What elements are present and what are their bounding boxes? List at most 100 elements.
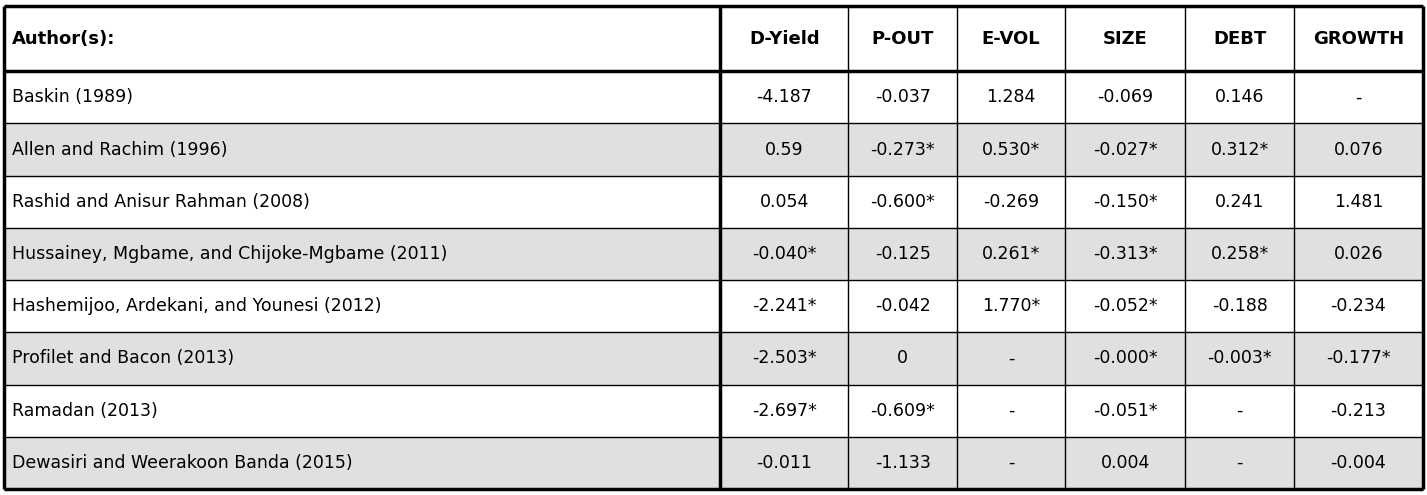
Text: -0.051*: -0.051*	[1093, 401, 1157, 420]
Text: -0.052*: -0.052*	[1093, 297, 1157, 315]
Bar	[1294, 437, 1423, 489]
Text: -: -	[1007, 349, 1015, 367]
Bar	[1186, 332, 1294, 385]
Bar	[1066, 123, 1186, 176]
Bar	[958, 228, 1066, 280]
Text: -: -	[1356, 88, 1361, 106]
Bar	[848, 332, 958, 385]
Text: 0.261*: 0.261*	[982, 245, 1040, 263]
Text: SIZE: SIZE	[1103, 30, 1147, 48]
Text: Rashid and Anisur Rahman (2008): Rashid and Anisur Rahman (2008)	[11, 193, 310, 211]
Bar	[1066, 71, 1186, 123]
Bar	[4, 71, 721, 123]
Text: 1.770*: 1.770*	[982, 297, 1040, 315]
Text: Hussainey, Mgbame, and Chijoke-Mgbame (2011): Hussainey, Mgbame, and Chijoke-Mgbame (2…	[11, 245, 448, 263]
Text: -0.000*: -0.000*	[1093, 349, 1157, 367]
Bar	[958, 437, 1066, 489]
Text: 0.146: 0.146	[1214, 88, 1264, 106]
Text: -0.600*: -0.600*	[870, 193, 935, 211]
Bar	[1294, 228, 1423, 280]
Text: 0.004: 0.004	[1100, 454, 1150, 472]
Bar	[1294, 123, 1423, 176]
Text: -0.609*: -0.609*	[870, 401, 935, 420]
Bar	[1294, 385, 1423, 437]
Text: -2.503*: -2.503*	[752, 349, 816, 367]
Text: -0.040*: -0.040*	[752, 245, 816, 263]
Text: 0.076: 0.076	[1334, 141, 1383, 158]
Bar	[4, 123, 721, 176]
Text: DEBT: DEBT	[1213, 30, 1266, 48]
Bar	[1294, 332, 1423, 385]
Bar	[721, 437, 848, 489]
Bar	[1066, 228, 1186, 280]
Text: -0.004: -0.004	[1330, 454, 1386, 472]
Text: 0.530*: 0.530*	[982, 141, 1040, 158]
Text: -: -	[1236, 401, 1243, 420]
Text: -0.188: -0.188	[1212, 297, 1267, 315]
Bar	[848, 228, 958, 280]
Text: -0.269: -0.269	[983, 193, 1039, 211]
Text: Author(s):: Author(s):	[11, 30, 116, 48]
Text: Ramadan (2013): Ramadan (2013)	[11, 401, 158, 420]
Text: Dewasiri and Weerakoon Banda (2015): Dewasiri and Weerakoon Banda (2015)	[11, 454, 352, 472]
Text: -0.125: -0.125	[875, 245, 930, 263]
Bar	[4, 6, 721, 71]
Text: -: -	[1007, 401, 1015, 420]
Text: -: -	[1007, 454, 1015, 472]
Text: Profilet and Bacon (2013): Profilet and Bacon (2013)	[11, 349, 234, 367]
Bar	[958, 6, 1066, 71]
Bar	[1186, 385, 1294, 437]
Text: -0.150*: -0.150*	[1093, 193, 1157, 211]
Bar	[4, 228, 721, 280]
Bar	[848, 176, 958, 228]
Text: Hashemijoo, Ardekani, and Younesi (2012): Hashemijoo, Ardekani, and Younesi (2012)	[11, 297, 381, 315]
Bar	[1294, 71, 1423, 123]
Bar	[721, 280, 848, 332]
Text: -0.037: -0.037	[875, 88, 930, 106]
Bar	[958, 71, 1066, 123]
Text: -0.027*: -0.027*	[1093, 141, 1157, 158]
Bar	[1066, 385, 1186, 437]
Bar	[848, 385, 958, 437]
Bar	[4, 280, 721, 332]
Bar	[958, 280, 1066, 332]
Bar	[1186, 228, 1294, 280]
Text: -0.042: -0.042	[875, 297, 930, 315]
Bar	[1066, 332, 1186, 385]
Bar	[848, 280, 958, 332]
Bar	[848, 6, 958, 71]
Text: 1.481: 1.481	[1334, 193, 1383, 211]
Text: Baskin (1989): Baskin (1989)	[11, 88, 133, 106]
Bar	[848, 437, 958, 489]
Bar	[1186, 437, 1294, 489]
Text: 1.284: 1.284	[986, 88, 1036, 106]
Bar	[721, 332, 848, 385]
Text: -1.133: -1.133	[875, 454, 930, 472]
Bar	[721, 6, 848, 71]
Bar	[1294, 280, 1423, 332]
Bar	[4, 332, 721, 385]
Bar	[4, 176, 721, 228]
Text: -0.003*: -0.003*	[1207, 349, 1271, 367]
Bar	[958, 176, 1066, 228]
Text: -: -	[1236, 454, 1243, 472]
Text: P-OUT: P-OUT	[872, 30, 933, 48]
Text: -0.273*: -0.273*	[870, 141, 935, 158]
Text: GROWTH: GROWTH	[1313, 30, 1404, 48]
Bar	[1066, 176, 1186, 228]
Bar	[721, 123, 848, 176]
Bar	[4, 437, 721, 489]
Text: -0.011: -0.011	[756, 454, 812, 472]
Bar	[1186, 6, 1294, 71]
Bar	[1066, 6, 1186, 71]
Text: 0.054: 0.054	[759, 193, 809, 211]
Bar	[958, 332, 1066, 385]
Text: -0.213: -0.213	[1330, 401, 1387, 420]
Text: Allen and Rachim (1996): Allen and Rachim (1996)	[11, 141, 227, 158]
Text: -2.697*: -2.697*	[752, 401, 816, 420]
Text: 0.241: 0.241	[1214, 193, 1264, 211]
Text: 0.59: 0.59	[765, 141, 803, 158]
Bar	[958, 385, 1066, 437]
Bar	[721, 228, 848, 280]
Bar	[848, 71, 958, 123]
